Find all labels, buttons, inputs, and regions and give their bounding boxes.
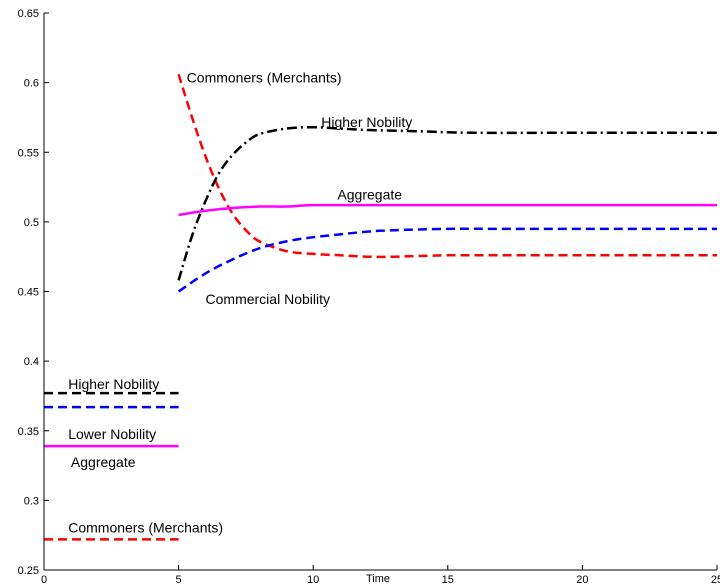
x-tick-label: 5 bbox=[176, 574, 182, 586]
y-tick-label: 0.65 bbox=[18, 8, 39, 20]
annotation-label: Aggregate bbox=[71, 454, 136, 470]
y-tick-label: 0.55 bbox=[18, 147, 39, 159]
annotation-label: Higher Nobility bbox=[68, 376, 159, 392]
y-tick-label: 0.25 bbox=[18, 565, 39, 577]
series-lines bbox=[44, 73, 717, 541]
annotations: Commoners (Merchants) Higher Nobility Aggr… bbox=[68, 70, 412, 536]
series-line-post-commercial bbox=[177, 227, 717, 293]
x-tick-label: 25 bbox=[711, 574, 720, 586]
axes bbox=[43, 12, 718, 571]
y-tick-label: 0.45 bbox=[18, 287, 39, 299]
x-tick-label: 15 bbox=[442, 574, 454, 586]
annotation-label: Higher Nobility bbox=[321, 114, 412, 130]
y-tick-label: 0.3 bbox=[24, 495, 39, 507]
series-line-post-higher bbox=[177, 125, 717, 281]
y-tick-label: 0.4 bbox=[24, 356, 39, 368]
annotation-label: Aggregate bbox=[337, 187, 402, 203]
x-tick-label: 20 bbox=[576, 574, 588, 586]
y-tick-label: 0.5 bbox=[24, 217, 39, 229]
series-line-post-aggregate bbox=[178, 203, 717, 217]
series-line-post-commoners bbox=[177, 73, 717, 259]
annotation-label: Commoners (Merchants) bbox=[68, 519, 223, 535]
annotation-label: Commercial Nobility bbox=[206, 291, 330, 307]
annotation-label: Commoners (Merchants) bbox=[187, 70, 342, 86]
y-tick-label: 0.35 bbox=[18, 426, 39, 438]
x-tick-label: 10 bbox=[307, 574, 319, 586]
x-tick-label: 0 bbox=[41, 574, 47, 586]
annotation-label: Lower Nobility bbox=[68, 426, 156, 442]
y-tick-label: 0.6 bbox=[24, 78, 39, 90]
x-axis-label: Time bbox=[366, 573, 390, 585]
tick-labels: 0.25 0.3 0.35 0.4 0.45 0.5 0.55 0.6 0.65 0 5 10 15 20… bbox=[18, 8, 720, 586]
